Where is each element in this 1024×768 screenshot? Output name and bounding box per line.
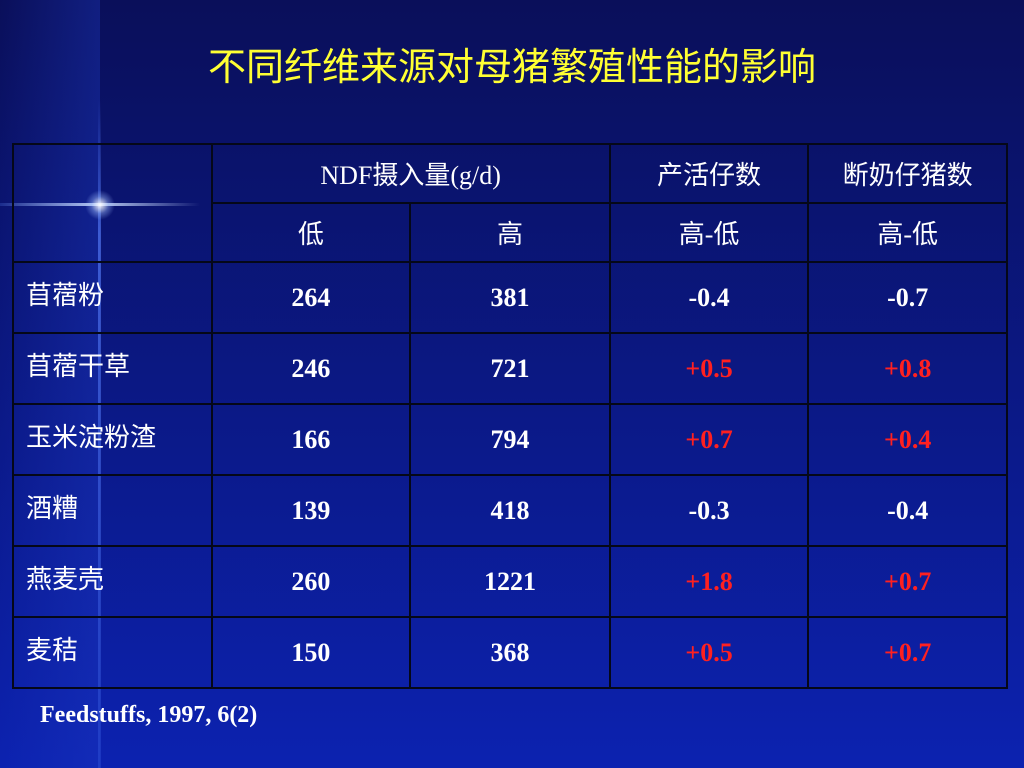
table: NDF摄入量(g/d) 产活仔数 断奶仔猪数低高高-低 高-低 苜蓿粉 264 381 -0.… [12, 143, 1008, 689]
table-cell: 断奶仔猪数 [807, 143, 1008, 204]
table-cell: +0.7 [807, 545, 1008, 618]
title: 不同纤维来源对母猪繁殖性能的影响 [207, 47, 816, 89]
table-cell: 产活仔数 [608, 143, 810, 204]
footnote: Feedstuffs, 1997, 6(2) [40, 702, 258, 728]
table-cell: 381 [409, 261, 611, 334]
table-row: 酒糟 139 418 -0.3 -0.4 [12, 474, 1008, 547]
table-cell: -0.7 [807, 261, 1008, 334]
table-cell: +0.7 [608, 403, 810, 476]
table-row: 麦秸 150 368 +0.5 +0.7 [12, 616, 1008, 689]
table-cell: 低 [210, 202, 412, 263]
table-cell: +0.5 [608, 332, 810, 405]
table-cell: 794 [409, 403, 611, 476]
table-cell: +0.7 [807, 616, 1008, 689]
table-cell: 166 [210, 403, 412, 476]
header-row: 低高高-低 高-低 [13, 202, 1008, 263]
table-cell: 苜蓿干草 [12, 332, 213, 405]
table-cell: 264 [210, 261, 412, 334]
table-cell: 高-低 [807, 202, 1008, 263]
table-cell: 260 [210, 545, 412, 618]
table-cell: +0.8 [807, 332, 1008, 405]
table-cell: -0.3 [608, 474, 810, 547]
table-cell: 139 [210, 474, 412, 547]
table-cell: +0.5 [608, 616, 810, 689]
table-cell [12, 143, 213, 263]
table-cell: 酒糟 [12, 474, 213, 547]
table-cell: 苜蓿粉 [12, 261, 213, 334]
table-row: 苜蓿粉 264 381 -0.4 -0.7 [12, 261, 1008, 334]
table-cell: 418 [409, 474, 611, 547]
table-cell: 1221 [409, 545, 611, 618]
table-cell: 150 [210, 616, 412, 689]
table-cell: NDF摄入量(g/d) [210, 143, 611, 204]
table-cell: -0.4 [807, 474, 1008, 547]
table-cell: -0.4 [608, 261, 810, 334]
table-cell: +0.4 [807, 403, 1008, 476]
table-cell: 玉米淀粉渣 [12, 403, 213, 476]
table-row: 苜蓿干草 246 721 +0.5 +0.8 [12, 332, 1008, 405]
table-row: 玉米淀粉渣 166 794 +0.7 +0.4 [12, 403, 1008, 476]
header-row: NDF摄入量(g/d) 产活仔数 断奶仔猪数 [12, 143, 1008, 263]
table-cell: 燕麦壳 [12, 545, 213, 618]
table-cell: +1.8 [608, 545, 810, 618]
table-cell: 246 [210, 332, 412, 405]
table-cell: 高 [409, 202, 611, 263]
table-cell: 721 [409, 332, 611, 405]
table-cell: 麦秸 [12, 616, 213, 689]
table-row: 燕麦壳 260 1221 +1.8 +0.7 [12, 545, 1008, 618]
table-cell: 368 [409, 616, 611, 689]
table-cell: 高-低 [608, 202, 810, 263]
